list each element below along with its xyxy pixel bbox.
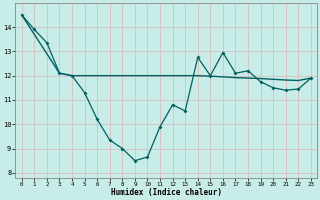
X-axis label: Humidex (Indice chaleur): Humidex (Indice chaleur)	[111, 188, 222, 197]
